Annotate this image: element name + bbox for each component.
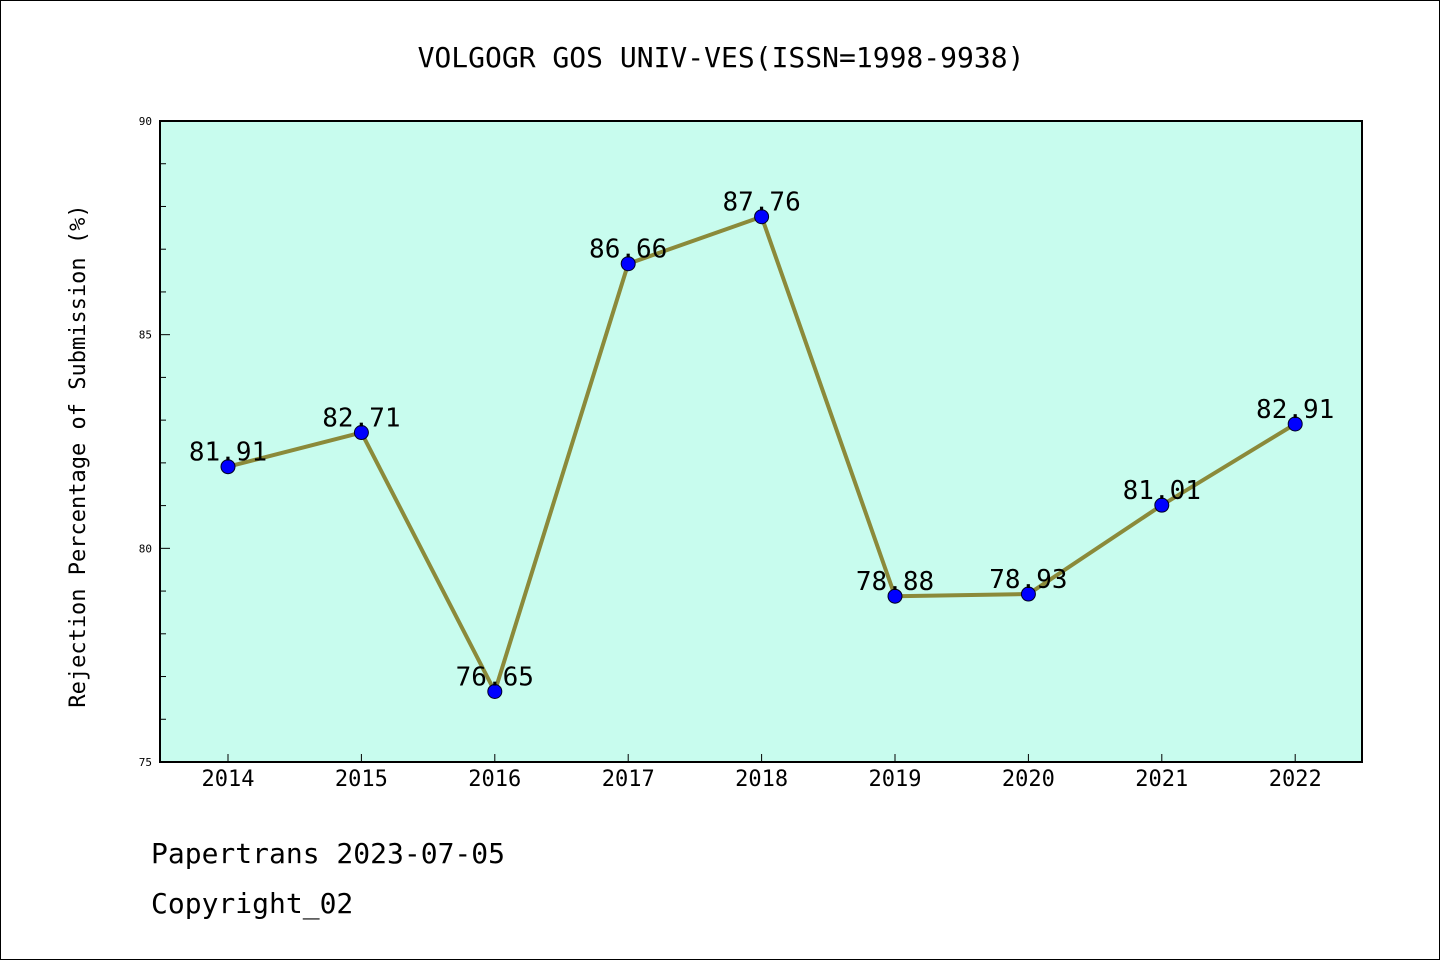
data-point [1154, 497, 1170, 513]
y-tick-label: 80 [139, 542, 152, 555]
x-tick-label: 2017 [602, 767, 655, 792]
data-point [1287, 416, 1303, 432]
y-tick-label: 85 [139, 329, 152, 342]
data-label: 86.66 [589, 235, 667, 265]
data-point [1020, 586, 1036, 602]
footer-copyright: Copyright_02 [151, 887, 354, 920]
data-point [887, 588, 903, 604]
data-label: 82.91 [1256, 395, 1334, 425]
data-label: 82.71 [322, 404, 400, 434]
plot-area [159, 120, 1363, 763]
x-tick-label: 2020 [1002, 767, 1055, 792]
data-point [487, 683, 503, 699]
data-label: 81.91 [189, 438, 267, 468]
data-label: 87.76 [722, 188, 800, 218]
chart-title: VOLGOGR GOS UNIV-VES(ISSN=1998-9938) [418, 41, 1025, 74]
y-tick-label: 90 [139, 115, 152, 128]
x-tick-label: 2018 [735, 767, 788, 792]
footer-date: Papertrans 2023-07-05 [151, 837, 506, 870]
x-tick-label: 2015 [335, 767, 388, 792]
data-label: 76.65 [456, 662, 534, 692]
x-tick-label: 2014 [202, 767, 255, 792]
data-label: 81.01 [1123, 476, 1201, 506]
x-tick-label: 2019 [869, 767, 922, 792]
data-label: 78.88 [856, 567, 934, 597]
data-point [220, 459, 236, 475]
data-label: 78.93 [989, 565, 1067, 595]
y-tick-label: 75 [139, 756, 152, 769]
x-tick-label: 2021 [1135, 767, 1188, 792]
data-point [353, 425, 369, 441]
data-point [620, 256, 636, 272]
data-point [754, 209, 770, 225]
x-tick-label: 2022 [1269, 767, 1322, 792]
y-axis-label: Rejection Percentage of Submission (%) [66, 204, 91, 707]
x-tick-label: 2016 [468, 767, 521, 792]
